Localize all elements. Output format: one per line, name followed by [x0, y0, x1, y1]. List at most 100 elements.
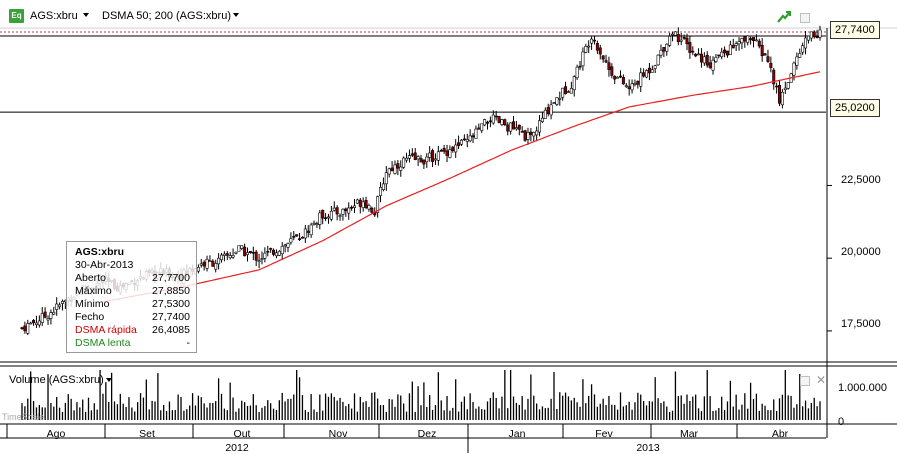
candle-body	[561, 87, 565, 98]
candle-body	[243, 246, 247, 257]
candle-body	[26, 323, 30, 334]
candle-body	[517, 124, 521, 130]
restore-icon[interactable]	[800, 13, 810, 23]
candle-body	[555, 97, 559, 105]
candle-body	[266, 250, 270, 253]
candle-body	[480, 123, 484, 131]
volume-close-icon[interactable]: ✕	[816, 373, 827, 387]
legend-label-dsma-lenta: DSMA lenta	[75, 337, 131, 349]
candle-body	[309, 224, 313, 236]
candle-body	[442, 148, 446, 152]
candle-body	[199, 263, 203, 266]
candle-body	[783, 87, 787, 90]
price-axis-tick: 17,5000	[841, 318, 881, 330]
candle-body	[529, 131, 533, 135]
month-label: Fev	[595, 428, 613, 440]
month-label: Dez	[417, 428, 437, 440]
candle-body	[520, 131, 524, 133]
candle-body	[590, 38, 594, 44]
candle-body	[642, 72, 646, 77]
candle-body	[815, 36, 819, 39]
candle-body	[425, 156, 429, 163]
candle-body	[509, 122, 513, 132]
volume-dropdown-icon[interactable]	[106, 378, 112, 382]
candle-body	[506, 124, 510, 132]
candle-body	[347, 207, 351, 214]
candle-body	[564, 86, 568, 95]
candle-body	[396, 163, 400, 169]
candle-body	[763, 53, 767, 56]
candle-body	[465, 139, 469, 142]
legend-value-dsma-rapida: 26,4085	[152, 324, 190, 336]
candle-body	[277, 250, 281, 256]
candle-body	[263, 252, 267, 259]
candle-body	[468, 135, 472, 142]
candle-body	[358, 199, 362, 207]
candle-body	[682, 37, 686, 39]
volume-panel-selector[interactable]: Volume (AGS:xbru)	[9, 374, 104, 386]
price-axis-tick: 20,0000	[841, 246, 881, 258]
legend-value-aberto: 27,7700	[152, 272, 190, 284]
candle-body	[618, 75, 622, 78]
candle-body	[318, 212, 322, 225]
candle-body	[673, 31, 677, 36]
candle-body	[405, 157, 409, 161]
candle-body	[286, 243, 290, 248]
candle-body	[581, 51, 585, 67]
candle-body	[220, 254, 224, 261]
candle-body	[535, 130, 539, 136]
candle-body	[416, 156, 420, 160]
candle-body	[491, 114, 495, 124]
candle-body	[728, 44, 732, 56]
candle-body	[289, 238, 293, 243]
candle-body	[746, 35, 750, 43]
candle-body	[34, 322, 38, 325]
study-selector[interactable]: DSMA 50; 200 (AGS:xbru)	[102, 10, 231, 22]
trend-icon[interactable]	[777, 10, 791, 24]
volume-restore-icon[interactable]	[800, 376, 810, 386]
candle-body	[639, 72, 643, 87]
candle-body	[454, 144, 458, 153]
candle-body	[269, 248, 273, 250]
instrument-dropdown-icon[interactable]	[83, 13, 89, 17]
candle-body	[46, 318, 50, 321]
study-dropdown-icon[interactable]	[233, 13, 239, 17]
candle-body	[433, 158, 437, 161]
candle-body	[624, 85, 628, 88]
candle-body	[431, 150, 435, 162]
candle-body	[497, 116, 501, 123]
month-label: Ago	[46, 428, 66, 440]
instrument-selector[interactable]: AGS:xbru	[30, 10, 78, 22]
candle-body	[679, 39, 683, 42]
candle-body	[734, 43, 738, 46]
candle-body	[754, 39, 758, 42]
legend-value-maximo: 27,8850	[152, 285, 190, 297]
candle-body	[526, 132, 530, 140]
candle-body	[569, 88, 573, 94]
candle-body	[711, 59, 715, 71]
candle-body	[691, 50, 695, 53]
candle-body	[731, 45, 735, 49]
candle-body	[260, 258, 264, 260]
month-label: Jan	[508, 428, 526, 440]
data-window: AGS:xbru 30-Abr-2013 Aberto 27,7700 Máxi…	[66, 241, 197, 353]
candle-body	[653, 65, 657, 69]
candle-body	[607, 62, 611, 70]
candle-body	[459, 139, 463, 145]
candle-body	[812, 31, 816, 38]
candle-body	[352, 205, 356, 208]
candle-body	[720, 51, 724, 58]
candle-body	[419, 158, 423, 163]
candle-body	[798, 53, 802, 58]
candle-body	[792, 62, 796, 76]
candle-body	[592, 39, 596, 42]
candle-body	[214, 263, 218, 270]
candle-body	[222, 253, 226, 256]
candle-body	[668, 35, 672, 46]
candle-body	[292, 235, 296, 238]
candle-body	[503, 119, 507, 126]
candle-body	[697, 53, 701, 56]
candle-body	[659, 49, 663, 56]
candle-body	[312, 222, 316, 225]
